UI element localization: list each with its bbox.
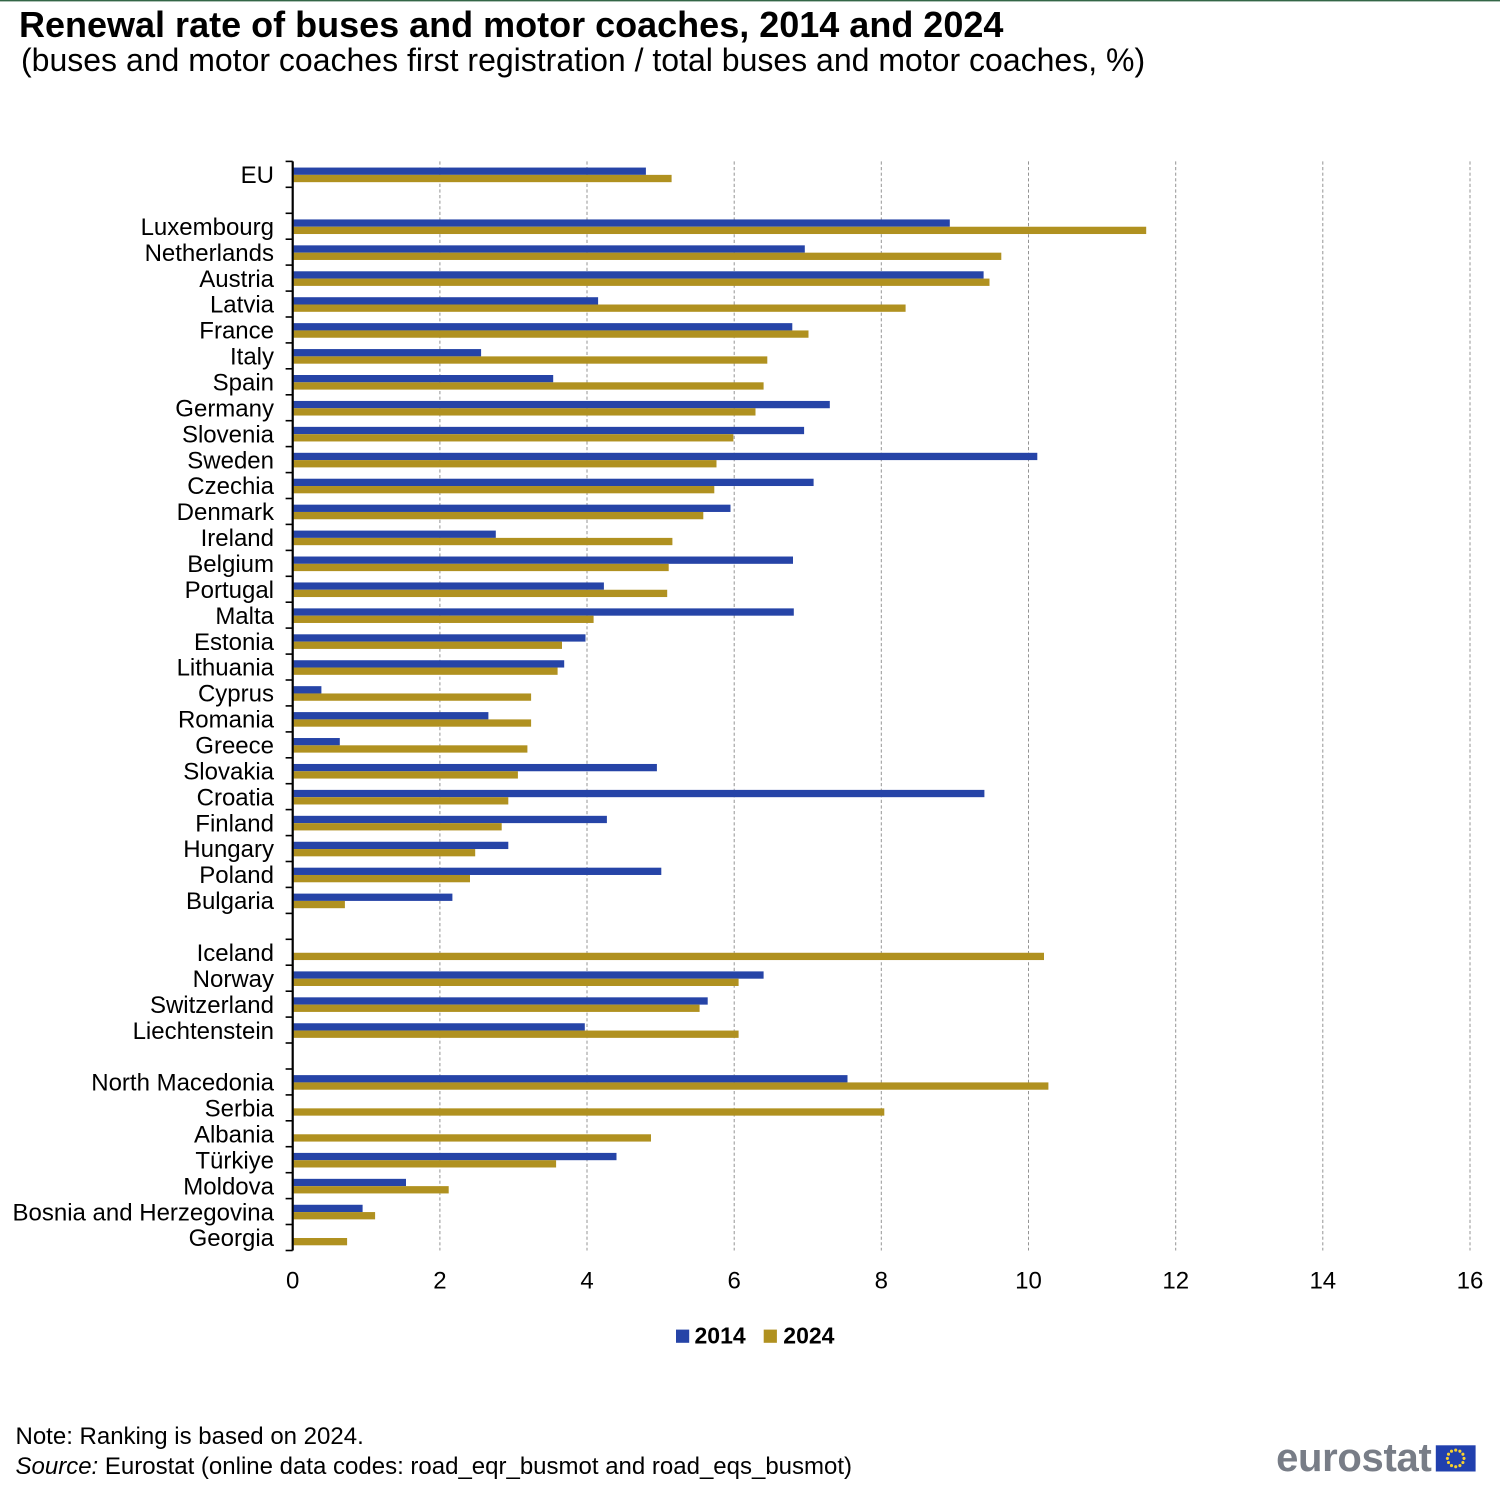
- svg-text:Croatia: Croatia: [197, 784, 275, 811]
- svg-text:10: 10: [1015, 1268, 1042, 1295]
- svg-text:Norway: Norway: [193, 966, 274, 993]
- svg-text:2024: 2024: [783, 1323, 834, 1349]
- svg-text:Greece: Greece: [195, 733, 274, 760]
- svg-text:Estonia: Estonia: [194, 629, 275, 656]
- svg-text:Italy: Italy: [230, 344, 274, 371]
- svg-text:16: 16: [1457, 1268, 1484, 1295]
- svg-text:Türkiye: Türkiye: [195, 1147, 274, 1174]
- svg-text:14: 14: [1309, 1268, 1336, 1295]
- svg-text:Malta: Malta: [215, 603, 274, 630]
- svg-text:Finland: Finland: [195, 810, 274, 837]
- svg-text:Luxembourg: Luxembourg: [141, 214, 274, 241]
- svg-text:Netherlands: Netherlands: [145, 240, 274, 267]
- svg-text:6: 6: [728, 1268, 741, 1295]
- svg-text:Renewal rate of buses and moto: Renewal rate of buses and motor coaches,…: [19, 4, 1003, 45]
- svg-text:Ireland: Ireland: [201, 525, 274, 552]
- svg-text:Hungary: Hungary: [183, 836, 274, 863]
- svg-text:Bosnia and Herzegovina: Bosnia and Herzegovina: [12, 1199, 274, 1226]
- svg-text:Source: Eurostat (online data: Source: Eurostat (online data codes: roa…: [16, 1453, 853, 1480]
- svg-text:Spain: Spain: [213, 370, 274, 397]
- svg-text:France: France: [199, 318, 274, 345]
- svg-text:Austria: Austria: [199, 266, 274, 293]
- svg-text:Slovakia: Slovakia: [183, 759, 274, 786]
- svg-text:Note: Ranking is based on 2024: Note: Ranking is based on 2024.: [16, 1423, 364, 1450]
- svg-text:Denmark: Denmark: [177, 499, 275, 526]
- svg-text:Belgium: Belgium: [187, 551, 274, 578]
- svg-text:Switzerland: Switzerland: [150, 992, 274, 1019]
- svg-text:0: 0: [286, 1268, 299, 1295]
- svg-text:2014: 2014: [695, 1323, 746, 1349]
- svg-text:eurostat: eurostat: [1276, 1436, 1431, 1480]
- svg-text:Sweden: Sweden: [187, 447, 274, 474]
- svg-text:2: 2: [433, 1268, 446, 1295]
- svg-text:Cyprus: Cyprus: [198, 681, 274, 708]
- svg-text:EU: EU: [241, 162, 274, 189]
- svg-text:Poland: Poland: [199, 862, 274, 889]
- svg-text:Lithuania: Lithuania: [177, 655, 275, 682]
- svg-text:North Macedonia: North Macedonia: [91, 1070, 274, 1097]
- svg-text:(buses and motor coaches first: (buses and motor coaches first registrat…: [21, 42, 1145, 78]
- svg-text:4: 4: [580, 1268, 593, 1295]
- svg-text:Liechtenstein: Liechtenstein: [133, 1018, 274, 1045]
- svg-text:Albania: Albania: [194, 1122, 275, 1149]
- svg-text:Germany: Germany: [175, 395, 274, 422]
- svg-text:Portugal: Portugal: [185, 577, 274, 604]
- svg-text:Bulgaria: Bulgaria: [186, 888, 275, 915]
- svg-text:Romania: Romania: [178, 707, 275, 734]
- svg-text:Latvia: Latvia: [210, 292, 275, 319]
- svg-text:12: 12: [1162, 1268, 1189, 1295]
- svg-text:Moldova: Moldova: [183, 1173, 274, 1200]
- svg-text:Serbia: Serbia: [205, 1096, 275, 1123]
- svg-text:8: 8: [875, 1268, 888, 1295]
- svg-text:Iceland: Iceland: [197, 940, 274, 967]
- svg-text:Georgia: Georgia: [189, 1225, 275, 1252]
- svg-text:Slovenia: Slovenia: [182, 421, 275, 448]
- svg-text:Czechia: Czechia: [187, 473, 274, 500]
